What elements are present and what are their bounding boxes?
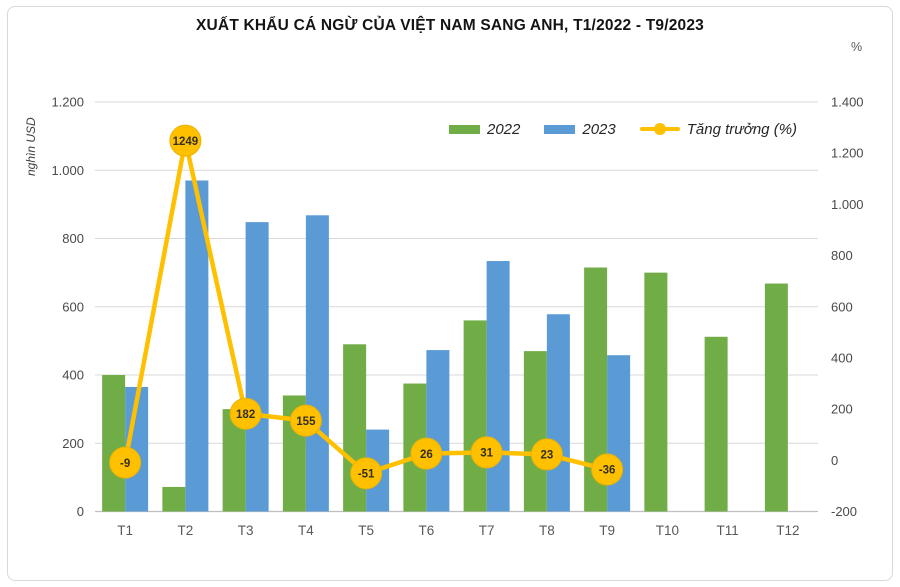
bar-2022-T8 [523, 351, 547, 512]
bar-2022-T11 [704, 336, 728, 512]
left-axis-tick-label: 1.200 [51, 95, 84, 110]
growth-marker-T7 [470, 436, 503, 469]
growth-marker-label: 23 [540, 450, 553, 462]
left-axis-tick-label: 600 [62, 299, 84, 314]
left-axis-tick-label: 400 [62, 368, 84, 383]
x-axis-tick-label: T7 [479, 523, 495, 538]
growth-marker-T8 [530, 438, 563, 471]
right-axis-tick-label: -200 [831, 504, 857, 519]
x-axis-tick-label: T9 [599, 523, 615, 538]
x-axis-tick-label: T3 [238, 523, 254, 538]
x-axis-tick-label: T1 [117, 523, 133, 538]
bar-2022-T3 [222, 409, 246, 512]
x-axis-tick-label: T8 [539, 523, 555, 538]
bar-2022-T1 [102, 375, 126, 512]
legend: 2022 2023 Tăng trưởng (%) [449, 120, 797, 138]
legend-line-sample-marker [653, 123, 666, 135]
bar-2023-T8 [546, 314, 570, 512]
legend-swatch-2023 [544, 124, 576, 134]
legend-label-2023: 2023 [582, 120, 616, 138]
bar-2023-T3 [245, 222, 269, 512]
growth-marker-label: -9 [120, 458, 130, 470]
growth-marker-T3 [229, 397, 262, 430]
left-axis-tick-label: 0 [77, 504, 84, 519]
bar-2022-T2 [162, 486, 186, 512]
legend-item-growth: Tăng trưởng (%) [639, 120, 798, 138]
right-axis-tick-label: 400 [831, 350, 853, 365]
growth-marker-T4 [289, 404, 322, 437]
legend-item-2022: 2022 [449, 121, 520, 138]
bar-2022-T7 [463, 320, 487, 512]
growth-marker-label: 1249 [173, 136, 199, 148]
growth-marker-T1 [109, 446, 142, 479]
growth-marker-label: -51 [358, 469, 375, 481]
right-axis-tick-label: 600 [831, 299, 853, 314]
x-axis-tick-label: T12 [776, 523, 799, 538]
growth-marker-label: 182 [236, 409, 255, 421]
x-axis-tick-label: T5 [358, 523, 374, 538]
bar-2023-T2 [185, 180, 209, 512]
left-axis-tick-label: 800 [62, 231, 84, 246]
growth-marker-label: 155 [296, 416, 316, 428]
legend-swatch-2022 [449, 124, 480, 134]
left-axis-tick-label: 200 [62, 436, 84, 451]
right-axis-tick-label: 1.000 [831, 197, 864, 212]
right-axis-unit-label: % [851, 40, 863, 54]
legend-item-2023: 2023 [544, 120, 616, 138]
bar-2022-T9 [584, 267, 608, 512]
x-axis-tick-label: T11 [716, 523, 738, 538]
legend-label-growth: Tăng trưởng (%) [686, 120, 798, 138]
bar-2022-T10 [644, 272, 668, 512]
right-axis-tick-label: 200 [831, 402, 853, 417]
right-axis-tick-label: 1.400 [831, 95, 864, 110]
x-axis-tick-label: T6 [418, 523, 434, 538]
right-axis-tick-label: 0 [831, 453, 838, 468]
bar-2023-T9 [607, 355, 631, 512]
growth-marker-T5 [350, 457, 383, 490]
bar-2023-T4 [305, 215, 329, 512]
x-axis-tick-label: T4 [298, 523, 314, 538]
x-axis-tick-label: T2 [177, 523, 193, 538]
bar-2023-T7 [486, 261, 510, 512]
x-axis-tick-label: T10 [656, 523, 679, 538]
growth-marker-label: 26 [420, 449, 433, 461]
legend-label-2022: 2022 [487, 120, 521, 138]
legend-line-sample [639, 122, 680, 136]
right-axis-tick-label: 800 [831, 248, 853, 263]
growth-marker-T6 [410, 437, 443, 470]
left-axis-tick-label: 1.000 [51, 163, 84, 178]
bar-2022-T12 [764, 283, 788, 512]
growth-marker-label: -36 [599, 465, 616, 477]
growth-marker-T2 [169, 124, 202, 157]
growth-marker-label: 31 [480, 448, 493, 460]
growth-marker-T9 [591, 453, 624, 486]
chart-title: XUẤT KHẨU CÁ NGỪ CỦA VIỆT NAM SANG ANH, … [196, 17, 704, 34]
bar-2023-T6 [426, 350, 450, 512]
bar-2023-T1 [125, 386, 149, 512]
right-axis-tick-label: 1.200 [831, 146, 864, 161]
